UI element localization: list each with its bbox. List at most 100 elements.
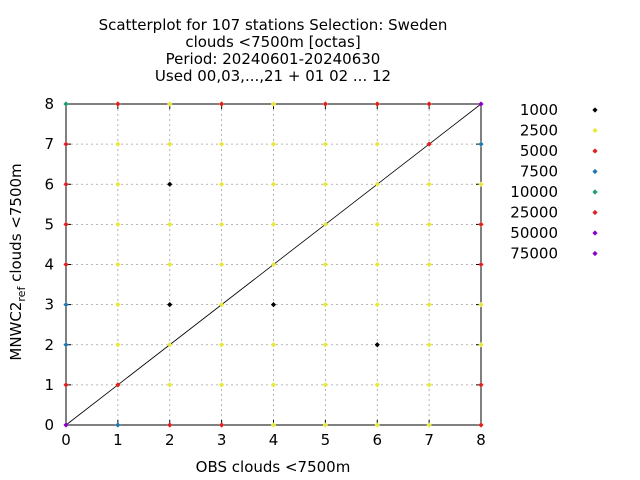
data-point-5000 (426, 101, 432, 107)
data-point-2500 (115, 342, 121, 348)
data-point-2500 (167, 221, 173, 227)
data-point-5000 (115, 101, 121, 107)
data-point-2500 (270, 382, 277, 388)
legend-marker (592, 168, 598, 175)
data-point-5000 (115, 382, 121, 388)
data-point-2500 (426, 261, 432, 268)
data-point-2500 (322, 382, 328, 388)
data-point-2500 (219, 342, 225, 348)
legend-marker (592, 127, 598, 134)
data-point-10000 (63, 101, 69, 107)
data-point-2500 (322, 221, 328, 227)
y-tick-label: 6 (44, 175, 54, 193)
data-point-5000 (374, 101, 380, 107)
data-point-2500 (167, 141, 173, 147)
data-point-2500 (270, 181, 277, 187)
data-point-7500 (478, 141, 484, 147)
data-point-5000 (322, 101, 328, 107)
data-point-2500 (478, 302, 484, 308)
data-point-2500 (322, 302, 328, 308)
legend-label: 5000 (520, 142, 558, 160)
legend-label: 7500 (520, 163, 558, 181)
data-point-2500 (115, 261, 121, 268)
data-point-2500 (374, 422, 380, 428)
data-point-5000 (63, 141, 69, 147)
data-point-2500 (270, 261, 277, 268)
data-point-2500 (478, 181, 484, 187)
legend: 1000 2500 5000 7500 10000 25000 50000 75000 (510, 101, 598, 263)
data-point-5000 (219, 422, 225, 428)
data-point-5000 (426, 141, 432, 147)
x-axis-label: OBS clouds <7500m (196, 458, 351, 476)
data-point-2500 (219, 221, 225, 227)
data-point-2500 (374, 181, 380, 187)
data-point-2500 (219, 382, 225, 388)
data-point-2500 (374, 261, 380, 268)
data-point-2500 (374, 221, 380, 227)
y-axis-label-main: MNWC2 (7, 302, 25, 361)
data-point-2500 (374, 141, 380, 147)
legend-marker (592, 148, 598, 154)
data-point-5000 (478, 422, 484, 428)
data-point-5000 (478, 382, 484, 388)
data-point-2500 (374, 302, 380, 308)
data-point-2500 (167, 261, 173, 268)
data-point-2500 (322, 141, 328, 147)
legend-label: 10000 (510, 183, 558, 201)
data-point-2500 (115, 181, 121, 187)
data-point-2500 (426, 422, 432, 428)
y-tick-label: 5 (44, 215, 54, 233)
legend-label: 25000 (510, 204, 558, 222)
data-point-2500 (167, 342, 173, 348)
x-tick-label: 0 (61, 431, 71, 449)
data-point-2500 (219, 141, 225, 147)
data-point-2500 (322, 422, 328, 428)
data-point-2500 (115, 302, 121, 308)
x-tick-label: 6 (372, 431, 382, 449)
title-line: clouds <7500m [octas] (185, 33, 360, 51)
data-point-2500 (270, 221, 277, 227)
x-tick-label: 3 (217, 431, 227, 449)
data-point-2500 (115, 141, 121, 147)
legend-marker (592, 209, 598, 216)
data-point-2500 (270, 141, 277, 147)
data-point-50000 (478, 101, 484, 107)
legend-marker (592, 250, 598, 257)
chart-title: Scatterplot for 107 stations Selection: … (99, 16, 448, 85)
legend-marker (592, 189, 598, 195)
y-tick-label: 0 (44, 416, 54, 434)
legend-label: 50000 (510, 224, 558, 242)
data-point-7500 (115, 422, 121, 428)
x-tick-label: 1 (113, 431, 123, 449)
data-point-1000 (167, 181, 173, 187)
y-axis-label-rest: clouds <7500m (7, 163, 25, 286)
y-tick-label: 7 (44, 135, 54, 153)
data-points (63, 101, 484, 428)
legend-marker (592, 230, 598, 236)
data-point-5000 (478, 261, 484, 268)
y-axis-label: MNWC2ref clouds <7500m (7, 163, 28, 360)
data-point-5000 (478, 221, 484, 227)
legend-marker (592, 107, 598, 113)
data-point-2500 (115, 221, 121, 227)
data-point-2500 (322, 342, 328, 348)
data-point-7500 (63, 302, 69, 308)
data-point-2500 (219, 302, 225, 308)
legend-label: 75000 (510, 245, 558, 263)
data-point-1000 (374, 342, 380, 348)
data-point-1000 (167, 302, 173, 308)
data-point-2500 (426, 181, 432, 187)
data-point-2500 (322, 181, 328, 187)
data-point-2500 (270, 422, 277, 428)
data-point-5000 (63, 382, 69, 388)
data-point-5000 (63, 221, 69, 227)
data-point-2500 (426, 221, 432, 227)
data-point-1000 (270, 302, 277, 308)
y-tick-label: 1 (44, 376, 54, 394)
data-point-2500 (219, 181, 225, 187)
data-point-2500 (426, 342, 432, 348)
data-point-2500 (322, 261, 328, 268)
title-line: Period: 20240601-20240630 (166, 50, 381, 68)
y-tick-label: 8 (44, 95, 54, 113)
